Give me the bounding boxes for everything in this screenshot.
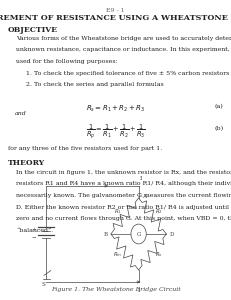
Text: 2. To check the series and parallel formulas: 2. To check the series and parallel form… (16, 82, 164, 87)
Text: (b): (b) (215, 126, 224, 131)
Text: S: S (42, 282, 46, 287)
Text: zero and no current flows through G. At this point, when VBD = 0, the bridge is : zero and no current flows through G. At … (16, 216, 231, 221)
Text: $R_2$: $R_2$ (155, 207, 163, 216)
Text: D. Either the known resistor R2 or the ratio R1/ R4 is adjusted until the voltag: D. Either the known resistor R2 or the r… (16, 205, 231, 209)
Text: used for the following purposes:: used for the following purposes: (16, 59, 118, 64)
Text: MEASUREMENT OF RESISTANCE USING A WHEATSTONE BRIDGE: MEASUREMENT OF RESISTANCE USING A WHEATS… (0, 14, 231, 22)
Text: unknown resistance, capacitance or inductance. In this experiment, a Wheatstone : unknown resistance, capacitance or induc… (16, 47, 231, 52)
Text: $R_s = R_1 + R_2 + R_3$: $R_s = R_1 + R_2 + R_3$ (86, 104, 145, 114)
Text: +: + (31, 227, 36, 232)
Text: and: and (15, 111, 26, 116)
Text: necessarily known. The galvanometer G measures the current flowing between the p: necessarily known. The galvanometer G me… (16, 193, 231, 198)
Text: for any three of the five resistors used for part 1.: for any three of the five resistors used… (8, 146, 162, 151)
Text: 1. To check the specified tolerance of five ± 5% carbon resistors: 1. To check the specified tolerance of f… (16, 70, 230, 76)
Circle shape (131, 224, 146, 244)
Text: $R_x$: $R_x$ (155, 250, 164, 260)
Text: In the circuit in figure 1, the unknown resistor is Rx, and the resistor R2 is k: In the circuit in figure 1, the unknown … (16, 170, 231, 175)
Text: A: A (142, 194, 146, 199)
Text: D: D (170, 232, 174, 236)
Text: $R_m$: $R_m$ (113, 250, 122, 260)
Text: B: B (103, 232, 107, 236)
Text: E9 - 1: E9 - 1 (106, 8, 125, 13)
Text: Figure 1. The Wheatstone Bridge Circuit: Figure 1. The Wheatstone Bridge Circuit (51, 286, 180, 292)
Text: G: G (137, 232, 141, 236)
Text: I: I (140, 176, 142, 181)
Text: “balanced”.: “balanced”. (16, 228, 53, 232)
Text: Various forms of the Wheatstone bridge are used to accurately determine the valu: Various forms of the Wheatstone bridge a… (16, 36, 231, 41)
Text: −: − (31, 234, 36, 239)
Text: (a): (a) (215, 104, 224, 109)
Text: I: I (137, 288, 140, 293)
Text: OBJECTIVE: OBJECTIVE (8, 26, 58, 34)
Text: THEORY: THEORY (8, 160, 45, 167)
Text: $R_1$: $R_1$ (114, 207, 122, 216)
Text: resistors R1 and R4 have a known ratio R1/ R4, although their individual values : resistors R1 and R4 have a known ratio R… (16, 182, 231, 186)
Text: $\dfrac{1}{R_p} = \dfrac{1}{R_1} + \dfrac{1}{R_2} + \dfrac{1}{R_3}$: $\dfrac{1}{R_p} = \dfrac{1}{R_1} + \dfra… (85, 122, 146, 141)
